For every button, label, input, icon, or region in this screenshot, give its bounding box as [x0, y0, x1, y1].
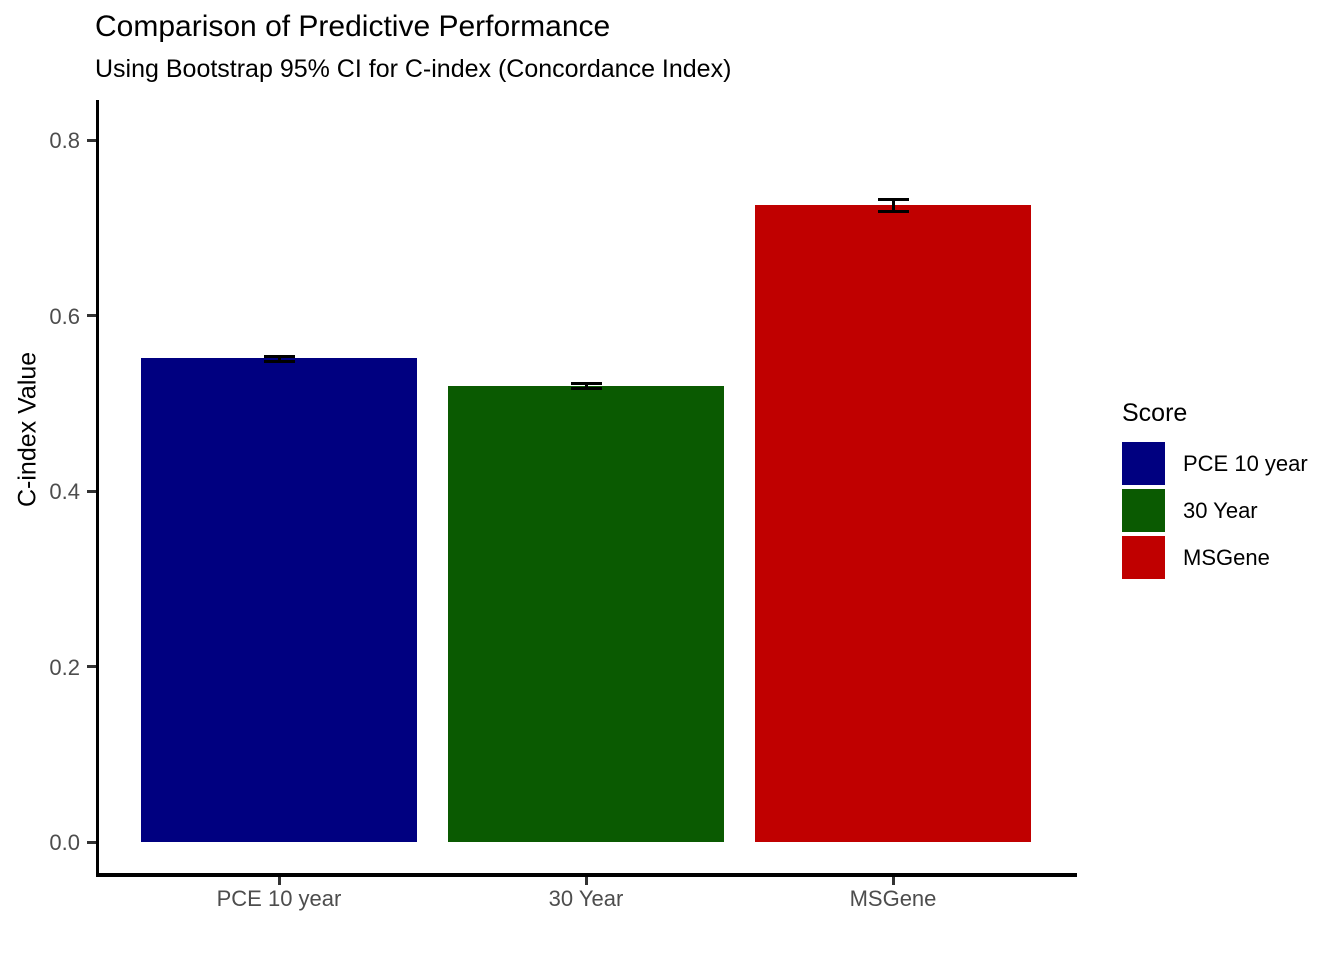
- y-axis-line: [96, 100, 99, 877]
- error-bar-cap-high-pce-10-year: [263, 355, 295, 359]
- y-tick-mark: [87, 138, 96, 142]
- y-tick-mark: [87, 665, 96, 668]
- x-tick-label: 30 Year: [548, 886, 624, 911]
- x-tick-mark: [277, 877, 281, 885]
- y-tick-label: 0.4: [49, 479, 80, 504]
- x-tick-mark: [584, 877, 588, 885]
- legend-key-swatch: [1122, 442, 1165, 485]
- legend-label: PCE 10 year: [1183, 450, 1308, 476]
- bar-msgene: [755, 204, 1031, 842]
- legend-key-swatch: [1122, 536, 1165, 579]
- legend-items: PCE 10 year 30 Year MSGene: [1122, 442, 1308, 579]
- bar-pce-10-year: [141, 358, 417, 842]
- error-bar-cap-low-30-year: [570, 386, 602, 390]
- y-tick-mark: [87, 840, 96, 844]
- chart-title: Comparison of Predictive Performance: [95, 10, 611, 43]
- error-bar-cap-low-msgene: [877, 209, 909, 213]
- legend-label: 30 Year: [1183, 497, 1258, 523]
- y-tick-label: 0.2: [49, 654, 80, 680]
- y-tick-label: 0.6: [49, 303, 80, 329]
- x-axis-line: [96, 873, 1077, 877]
- y-tick-mark: [87, 314, 96, 317]
- error-bar-cap-high-msgene: [877, 198, 909, 202]
- error-bar-cap-low-pce-10-year: [263, 359, 295, 363]
- y-tick-label: 0.0: [49, 830, 80, 855]
- y-tick-label: 0.8: [49, 128, 80, 153]
- legend-item-msgene: MSGene: [1122, 536, 1308, 579]
- bar-30-year: [448, 385, 724, 842]
- legend-key-swatch: [1122, 489, 1165, 532]
- error-bar-cap-high-30-year: [570, 381, 602, 385]
- x-tick-label: MSGene: [849, 886, 937, 911]
- error-bar-whisker-30-year: [584, 383, 588, 389]
- legend-item-30-year: 30 Year: [1122, 489, 1308, 532]
- legend: Score PCE 10 year 30 Year MSGene: [1122, 399, 1308, 583]
- error-bar-whisker-msgene: [891, 199, 895, 212]
- legend-title: Score: [1122, 399, 1188, 427]
- y-tick-mark: [87, 489, 96, 493]
- x-tick-label: PCE 10 year: [216, 886, 342, 911]
- legend-item-pce-10-year: PCE 10 year: [1122, 442, 1308, 485]
- chart-subtitle: Using Bootstrap 95% CI for C-index (Conc…: [95, 55, 732, 83]
- legend-label: MSGene: [1183, 544, 1270, 570]
- x-tick-mark: [891, 877, 895, 885]
- error-bar-whisker-pce-10-year: [277, 356, 281, 362]
